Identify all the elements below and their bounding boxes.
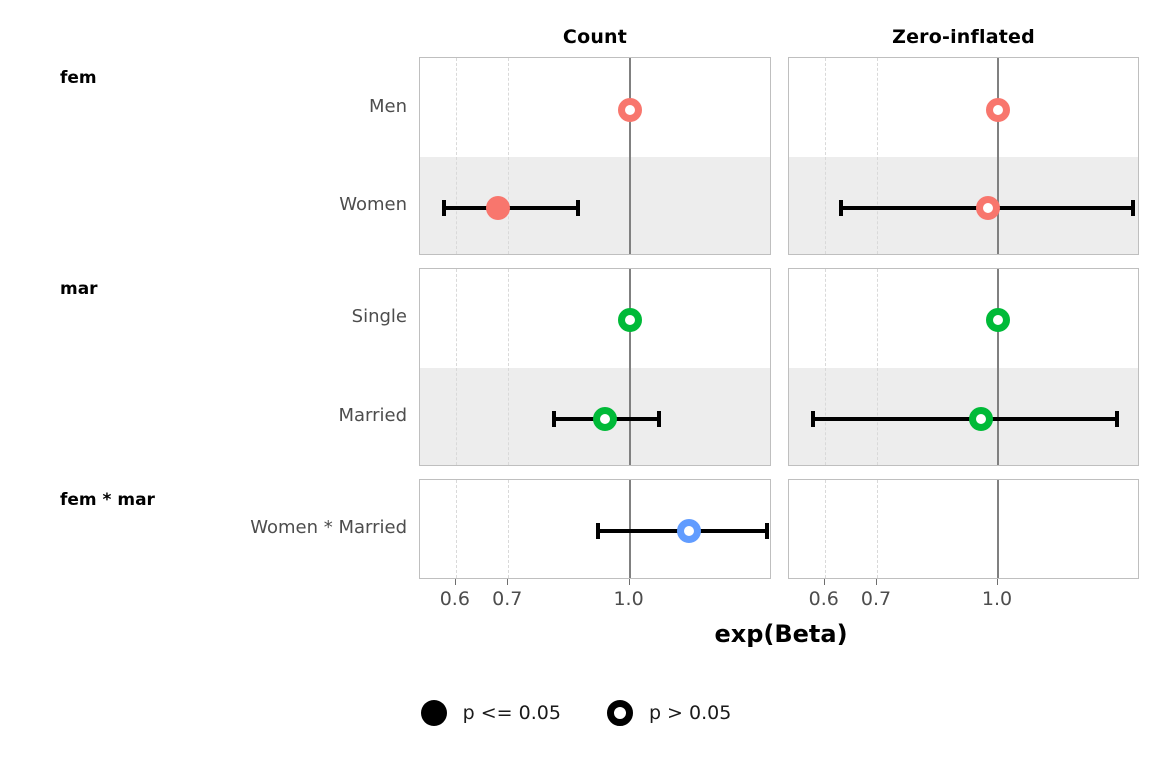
term-label-women: Women: [339, 194, 407, 215]
panel-mar-count: [419, 268, 771, 466]
group-header-fem: fem: [60, 68, 97, 88]
group-header-fem_x_mar: fem * mar: [60, 490, 155, 510]
x-tick-label-1-2: 1.0: [981, 588, 1013, 610]
gridline-0.6: [455, 269, 458, 465]
panel-fem-zero_inflated: [788, 57, 1139, 255]
error-bar-cap-high: [765, 523, 770, 539]
panel-band: [420, 157, 770, 254]
error-bar-cap-high: [656, 411, 661, 427]
panel-band: [789, 157, 1138, 254]
x-tick-label-1-1: 0.7: [860, 588, 892, 610]
error-bar-cap-high: [1114, 411, 1119, 427]
x-tick-label-1-0: 0.6: [808, 588, 839, 610]
legend-label: p <= 0.05: [462, 702, 561, 724]
reference-line: [996, 480, 999, 578]
x-tick-0-0: [454, 579, 456, 585]
estimate-point[interactable]: [985, 98, 1010, 122]
panel-fem_x_mar-count: [419, 479, 771, 579]
gridline-0.7: [508, 480, 510, 578]
error-bar-cap-low: [442, 200, 447, 216]
group-header-mar: mar: [60, 279, 98, 299]
panel-band: [789, 368, 1138, 465]
x-tick-0-2: [628, 579, 630, 585]
legend-key-filled-circle-icon: [420, 700, 447, 726]
x-tick-1-2: [996, 579, 998, 585]
legend: p <= 0.05 p > 0.05: [0, 700, 1152, 726]
reference-line: [628, 269, 631, 465]
estimate-point[interactable]: [486, 196, 511, 220]
term-label-women_married: Women * Married: [250, 517, 407, 538]
panel-fem_x_mar-zero_inflated: [788, 479, 1139, 579]
error-bar-cap-low: [551, 411, 556, 427]
estimate-point[interactable]: [975, 196, 1000, 220]
error-bar: [813, 417, 1117, 421]
x-tick-1-1: [876, 579, 878, 585]
x-tick-1-0: [823, 579, 825, 585]
gridline-0.6: [455, 480, 458, 578]
error-bar-cap-high: [576, 200, 581, 216]
legend-item-significant[interactable]: p <= 0.05: [420, 700, 561, 726]
facet-column-title-count: Count: [562, 26, 628, 48]
gridline-0.6: [824, 269, 827, 465]
x-tick-0-1: [507, 579, 509, 585]
gridline-0.7: [877, 58, 879, 254]
x-tick-label-0-0: 0.6: [439, 588, 470, 610]
term-label-men: Men: [368, 96, 407, 117]
estimate-point[interactable]: [968, 407, 993, 431]
estimate-point[interactable]: [592, 407, 617, 431]
term-label-single: Single: [351, 306, 407, 327]
gridline-0.6: [824, 480, 827, 578]
gridline-0.6: [455, 58, 458, 254]
error-bar: [444, 206, 579, 210]
term-label-married: Married: [338, 405, 407, 426]
reference-line: [996, 269, 999, 465]
gridline-0.7: [508, 58, 510, 254]
x-axis-title: exp(Beta): [714, 620, 848, 648]
error-bar-cap-high: [1131, 200, 1136, 216]
legend-item-not-significant[interactable]: p > 0.05: [606, 700, 732, 726]
estimate-point[interactable]: [985, 308, 1010, 332]
gridline-0.7: [877, 480, 879, 578]
panel-fem-count: [419, 57, 771, 255]
gridline-0.7: [508, 269, 510, 465]
panel-mar-zero_inflated: [788, 268, 1139, 466]
estimate-point[interactable]: [676, 519, 701, 543]
estimate-point[interactable]: [617, 308, 642, 332]
facet-column-title-zero_inflated: Zero-inflated: [892, 26, 1035, 48]
estimate-point[interactable]: [617, 98, 642, 122]
error-bar-cap-low: [811, 411, 816, 427]
reference-line: [996, 58, 999, 254]
gridline-0.6: [824, 58, 827, 254]
x-tick-label-0-2: 1.0: [613, 588, 644, 610]
error-bar-cap-low: [595, 523, 600, 539]
error-bar-cap-low: [839, 200, 844, 216]
legend-key-open-circle-icon: [606, 700, 633, 726]
reference-line: [628, 58, 631, 254]
legend-label: p > 0.05: [648, 702, 732, 724]
gridline-0.7: [877, 269, 879, 465]
x-tick-label-0-1: 0.7: [492, 588, 523, 610]
